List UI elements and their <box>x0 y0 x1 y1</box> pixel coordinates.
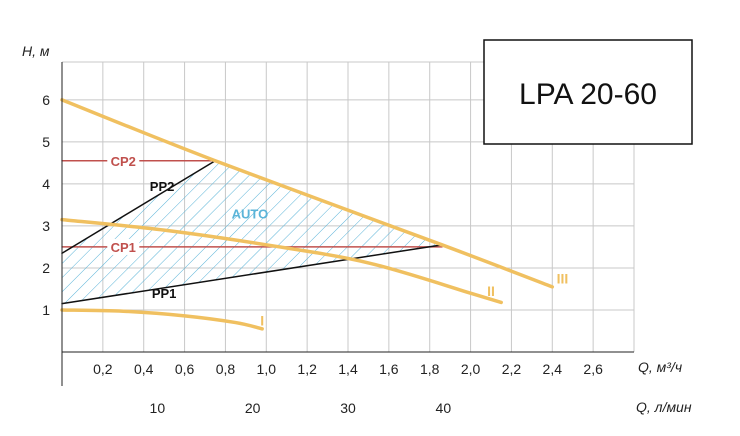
x-tick-label: 0,2 <box>93 361 113 377</box>
series-line-iii <box>60 98 555 289</box>
x-tick-label: 1,0 <box>257 361 277 377</box>
annotation-cp1: CP1 <box>111 240 136 255</box>
chart-title: LPA 20-60 <box>519 78 657 111</box>
x-tick-label: 2,4 <box>543 361 563 377</box>
x-tick-label: 1,4 <box>338 361 358 377</box>
x-tick-label: 2,2 <box>502 361 522 377</box>
y-tick-label: 1 <box>42 302 50 318</box>
annotation-ii: II <box>487 283 495 299</box>
series-line-i <box>60 308 264 331</box>
x-tick-label: 1,8 <box>420 361 440 377</box>
y-tick-label: 2 <box>42 260 50 276</box>
annotation-i: I <box>260 312 264 328</box>
annotation-cp2: CP2 <box>111 154 136 169</box>
annotation-pp2: PP2 <box>150 179 175 194</box>
x2-axis-label: Q, л/мин <box>636 399 692 415</box>
x2-tick-label: 40 <box>436 400 452 416</box>
x-tick-label: 1,2 <box>297 361 317 377</box>
y-tick-label: 3 <box>42 218 50 234</box>
x-tick-label: 0,8 <box>216 361 236 377</box>
x2-tick-label: 10 <box>150 400 166 416</box>
x-tick-label: 0,6 <box>175 361 195 377</box>
annotation-auto: AUTO <box>232 206 269 221</box>
x2-tick-label: 30 <box>340 400 356 416</box>
x-tick-label: 1,6 <box>379 361 399 377</box>
y-axis-label: H, м <box>22 43 50 59</box>
annotation-iii: III <box>557 270 569 286</box>
model-title-box: LPA 20-60 <box>483 39 693 145</box>
auto-region <box>62 160 442 304</box>
tick-labels: 1 2 3 4 5 6 0,2 0,4 0,6 0,8 1,0 1,2 1,4 1,6 1,8 2,0 2,2 2… <box>42 92 603 416</box>
axes <box>61 62 634 386</box>
series-line-pp1 <box>61 244 443 305</box>
series-layer <box>60 98 555 331</box>
x-axis-label: Q, м³/ч <box>638 359 682 375</box>
annotation-backdrop <box>107 238 140 255</box>
model-title-frame <box>483 39 693 145</box>
y-tick-label: 5 <box>42 134 50 150</box>
x2-tick-label: 20 <box>245 400 261 416</box>
series-line-pp2 <box>61 160 216 254</box>
series-line-ii <box>60 217 503 305</box>
x-tick-label: 0,4 <box>134 361 154 377</box>
x-tick-label: 2,6 <box>583 361 603 377</box>
x-tick-label: 2,0 <box>461 361 481 377</box>
annotation-pp1: PP1 <box>152 286 177 301</box>
y-tick-label: 4 <box>42 176 50 192</box>
auto-region-layer <box>62 160 442 304</box>
y-tick-label: 6 <box>42 92 50 108</box>
annotation-backdrop <box>107 152 140 169</box>
